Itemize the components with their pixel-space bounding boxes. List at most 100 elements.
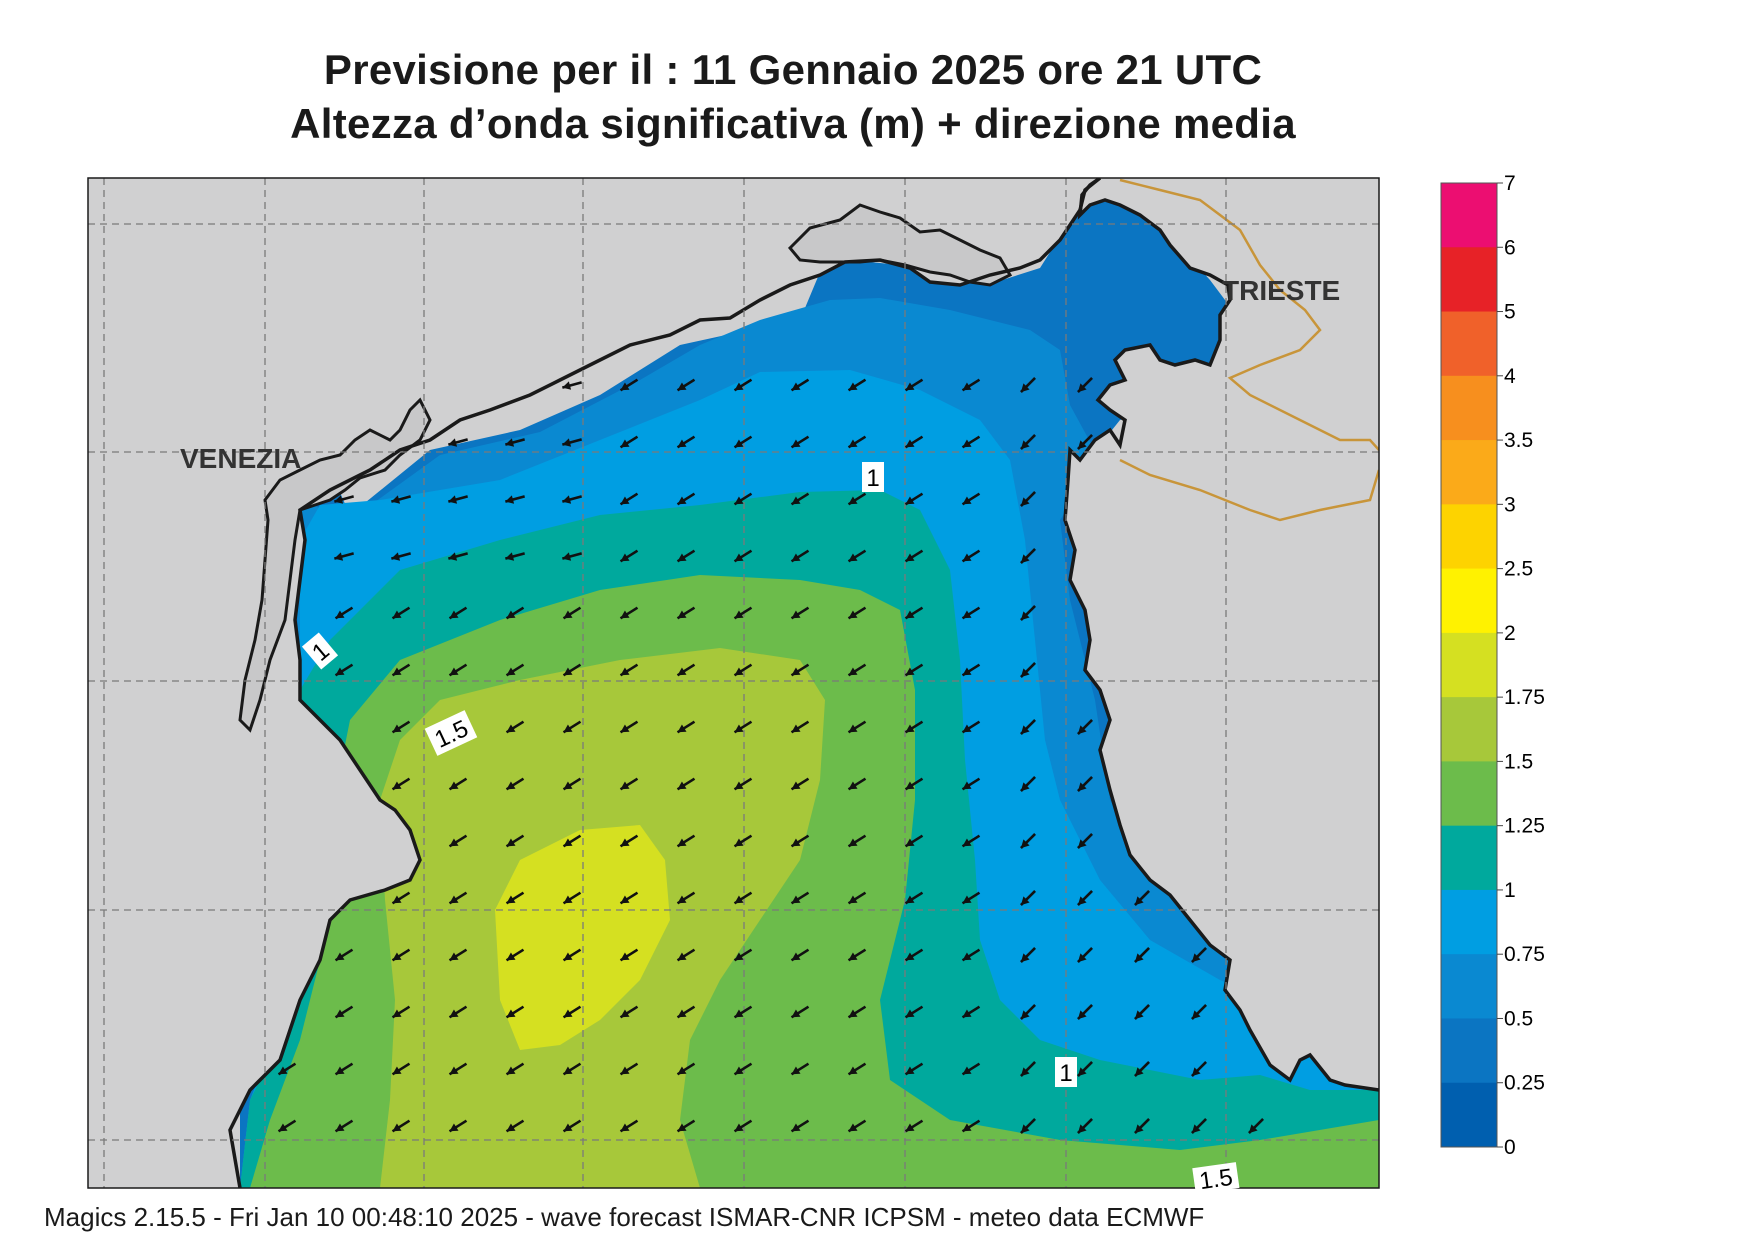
wave-direction-arrow [391, 777, 411, 791]
wave-direction-arrow [1020, 491, 1036, 507]
wave-direction-arrow [790, 834, 810, 848]
wave-direction-arrow [391, 948, 411, 962]
wave-direction-arrow [904, 948, 924, 962]
wave-direction-arrow [676, 663, 696, 677]
wave-direction-arrow [562, 720, 582, 734]
colorbar-tick-label: 1.5 [1504, 750, 1533, 773]
wave-direction-arrow [562, 1062, 582, 1076]
wave-direction-arrow [847, 549, 867, 563]
wave-direction-arrow [1077, 947, 1093, 963]
wave-direction-arrow [1191, 1118, 1207, 1134]
state-border [1119, 178, 1379, 522]
wave-direction-arrow [334, 552, 354, 561]
colorbar-tick-label: 3.5 [1504, 429, 1533, 452]
wave-direction-arrow [961, 663, 981, 677]
wave-direction-arrow [619, 1005, 639, 1019]
wave-direction-arrow [676, 606, 696, 620]
wave-direction-arrow [733, 378, 753, 392]
colorbar-swatch [1441, 1018, 1497, 1084]
wave-direction-arrow [847, 378, 867, 392]
wave-direction-arrow [676, 549, 696, 563]
wave-direction-arrow [562, 495, 582, 504]
wave-direction-arrow [733, 1119, 753, 1133]
colorbar-swatch [1441, 1082, 1497, 1148]
wave-direction-arrow [448, 891, 468, 905]
wave-direction-arrow [1020, 776, 1036, 792]
coastline [228, 178, 1102, 1188]
wave-direction-arrow [790, 891, 810, 905]
wave-direction-arrow [1077, 833, 1093, 849]
colorbar-tick-label: 0.25 [1504, 1072, 1545, 1095]
colorbar-swatch [1441, 825, 1497, 891]
wave-direction-arrow [676, 1005, 696, 1019]
wave-direction-arrow [1134, 1004, 1150, 1020]
wave-direction-arrow [391, 891, 411, 905]
wave-direction-arrow [562, 948, 582, 962]
lagoon-land [238, 397, 432, 733]
colorbar-tick-label: 7 [1504, 172, 1516, 195]
wave-direction-arrow [847, 1119, 867, 1133]
wave-direction-arrow [1020, 1004, 1036, 1020]
wave-direction-arrow [790, 549, 810, 563]
wave-direction-arrow [904, 1119, 924, 1133]
wave-direction-arrow [676, 378, 696, 392]
wave-direction-arrow [448, 552, 468, 561]
colorbar-tick-label: 1.25 [1504, 815, 1545, 838]
wave-direction-arrow [505, 495, 525, 504]
wave-direction-arrow [562, 606, 582, 620]
wave-direction-arrow [619, 492, 639, 506]
wave-direction-arrow [961, 720, 981, 734]
wave-direction-arrow [790, 435, 810, 449]
wave-direction-arrow [334, 1005, 354, 1019]
wave-direction-arrow [1134, 1061, 1150, 1077]
wave-direction-arrow [562, 438, 582, 447]
wave-direction-arrow [619, 834, 639, 848]
wave-direction-arrow [961, 435, 981, 449]
wave-direction-arrow [391, 1062, 411, 1076]
wave-direction-arrow [961, 834, 981, 848]
wave-direction-arrow [733, 777, 753, 791]
wave-direction-arrow [391, 1119, 411, 1133]
wave-direction-arrow [961, 1062, 981, 1076]
wave-direction-arrow [334, 1119, 354, 1133]
wave-direction-arrow [619, 378, 639, 392]
wave-direction-arrow [1077, 719, 1093, 735]
wave-direction-arrow [1077, 377, 1093, 393]
wave-direction-arrow [676, 1062, 696, 1076]
wave-direction-arrow [904, 777, 924, 791]
wave-direction-arrow [562, 834, 582, 848]
wave-direction-arrow [1248, 1118, 1264, 1134]
wave-direction-arrow [1020, 890, 1036, 906]
wave-direction-arrow [562, 777, 582, 791]
wave-direction-arrow [847, 606, 867, 620]
colorbar: 7 6 5 4 3.5 3 2.5 2 1.75 1.5 1.25 1 0.75 0.5 0.25 0 [1440, 172, 1545, 1159]
wave-direction-arrow [505, 552, 525, 561]
wave-direction-arrow [904, 1005, 924, 1019]
wave-direction-arrow [790, 1062, 810, 1076]
wave-direction-arrow [505, 1062, 525, 1076]
wave-direction-arrow [448, 1005, 468, 1019]
wave-direction-arrow [562, 552, 582, 561]
wave-direction-arrow [1134, 1118, 1150, 1134]
wave-direction-arrow [391, 720, 411, 734]
wave-direction-arrow [847, 834, 867, 848]
wave-direction-arrow [847, 663, 867, 677]
wave-direction-arrow [676, 435, 696, 449]
wave-direction-arrow [733, 606, 753, 620]
wave-direction-arrow [277, 1062, 297, 1076]
wave-direction-arrow [847, 891, 867, 905]
wave-direction-arrow [334, 948, 354, 962]
wave-direction-arrow [505, 663, 525, 677]
wave-direction-arrow [448, 1119, 468, 1133]
colorbar-swatch [1441, 697, 1497, 762]
colorbar-swatch [1441, 311, 1497, 377]
wave-direction-arrow [904, 663, 924, 677]
colorbar-swatch [1441, 761, 1497, 827]
wave-direction-arrow [1077, 434, 1093, 450]
variable-title: Altezza d’onda significativa (m) + direz… [290, 100, 1296, 147]
wave-direction-arrow [334, 606, 354, 620]
wave-direction-arrow [1077, 1118, 1093, 1134]
wave-direction-arrow [1020, 605, 1036, 621]
wave-direction-arrow [1191, 1004, 1207, 1020]
wave-direction-arrow [733, 663, 753, 677]
